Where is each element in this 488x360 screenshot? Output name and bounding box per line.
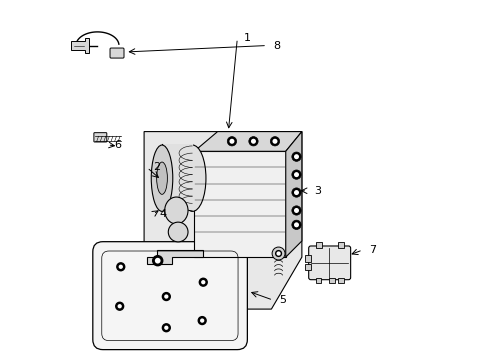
- Circle shape: [293, 154, 298, 159]
- Ellipse shape: [179, 145, 205, 211]
- Circle shape: [271, 247, 285, 260]
- Circle shape: [116, 302, 123, 310]
- FancyBboxPatch shape: [110, 48, 124, 58]
- FancyBboxPatch shape: [94, 133, 106, 142]
- Circle shape: [291, 152, 301, 161]
- Circle shape: [291, 206, 301, 215]
- Polygon shape: [144, 132, 301, 309]
- Bar: [338, 242, 344, 248]
- Ellipse shape: [164, 197, 187, 224]
- Circle shape: [200, 319, 204, 323]
- Text: 6: 6: [114, 140, 121, 150]
- Polygon shape: [70, 39, 88, 53]
- Circle shape: [229, 139, 234, 144]
- Circle shape: [155, 258, 160, 264]
- Text: 2: 2: [153, 162, 160, 172]
- Circle shape: [117, 263, 124, 271]
- Circle shape: [201, 280, 205, 284]
- Ellipse shape: [168, 222, 187, 242]
- Circle shape: [227, 136, 236, 146]
- Bar: [329, 278, 335, 283]
- Circle shape: [164, 325, 168, 330]
- Polygon shape: [147, 250, 203, 264]
- Circle shape: [152, 256, 163, 266]
- Bar: [194, 151, 285, 257]
- Bar: [304, 255, 310, 262]
- Bar: [316, 242, 321, 248]
- Ellipse shape: [156, 162, 167, 194]
- Bar: [315, 278, 321, 283]
- Circle shape: [248, 136, 258, 146]
- Bar: [304, 264, 310, 270]
- Text: 5: 5: [279, 295, 286, 305]
- Circle shape: [291, 220, 301, 229]
- Text: 7: 7: [368, 245, 376, 255]
- Circle shape: [162, 324, 170, 332]
- Circle shape: [291, 188, 301, 197]
- Text: 3: 3: [313, 186, 320, 196]
- Circle shape: [198, 317, 206, 324]
- Circle shape: [291, 170, 301, 179]
- Bar: [162, 144, 192, 211]
- Circle shape: [293, 208, 298, 213]
- Bar: [338, 278, 344, 283]
- FancyBboxPatch shape: [93, 242, 247, 350]
- Text: 8: 8: [273, 41, 280, 50]
- Circle shape: [164, 294, 168, 299]
- Polygon shape: [285, 132, 301, 257]
- FancyBboxPatch shape: [308, 246, 350, 280]
- Circle shape: [250, 139, 255, 144]
- Polygon shape: [194, 132, 301, 151]
- Circle shape: [293, 190, 298, 195]
- Circle shape: [276, 251, 280, 256]
- Circle shape: [274, 250, 282, 257]
- Text: 4: 4: [159, 209, 166, 219]
- Text: 1: 1: [244, 33, 250, 43]
- Circle shape: [293, 222, 298, 227]
- Circle shape: [293, 172, 298, 177]
- Circle shape: [272, 139, 277, 144]
- Circle shape: [117, 304, 122, 309]
- Ellipse shape: [151, 145, 172, 211]
- Circle shape: [162, 293, 170, 301]
- Circle shape: [270, 136, 279, 146]
- Circle shape: [199, 278, 207, 286]
- Circle shape: [119, 265, 122, 269]
